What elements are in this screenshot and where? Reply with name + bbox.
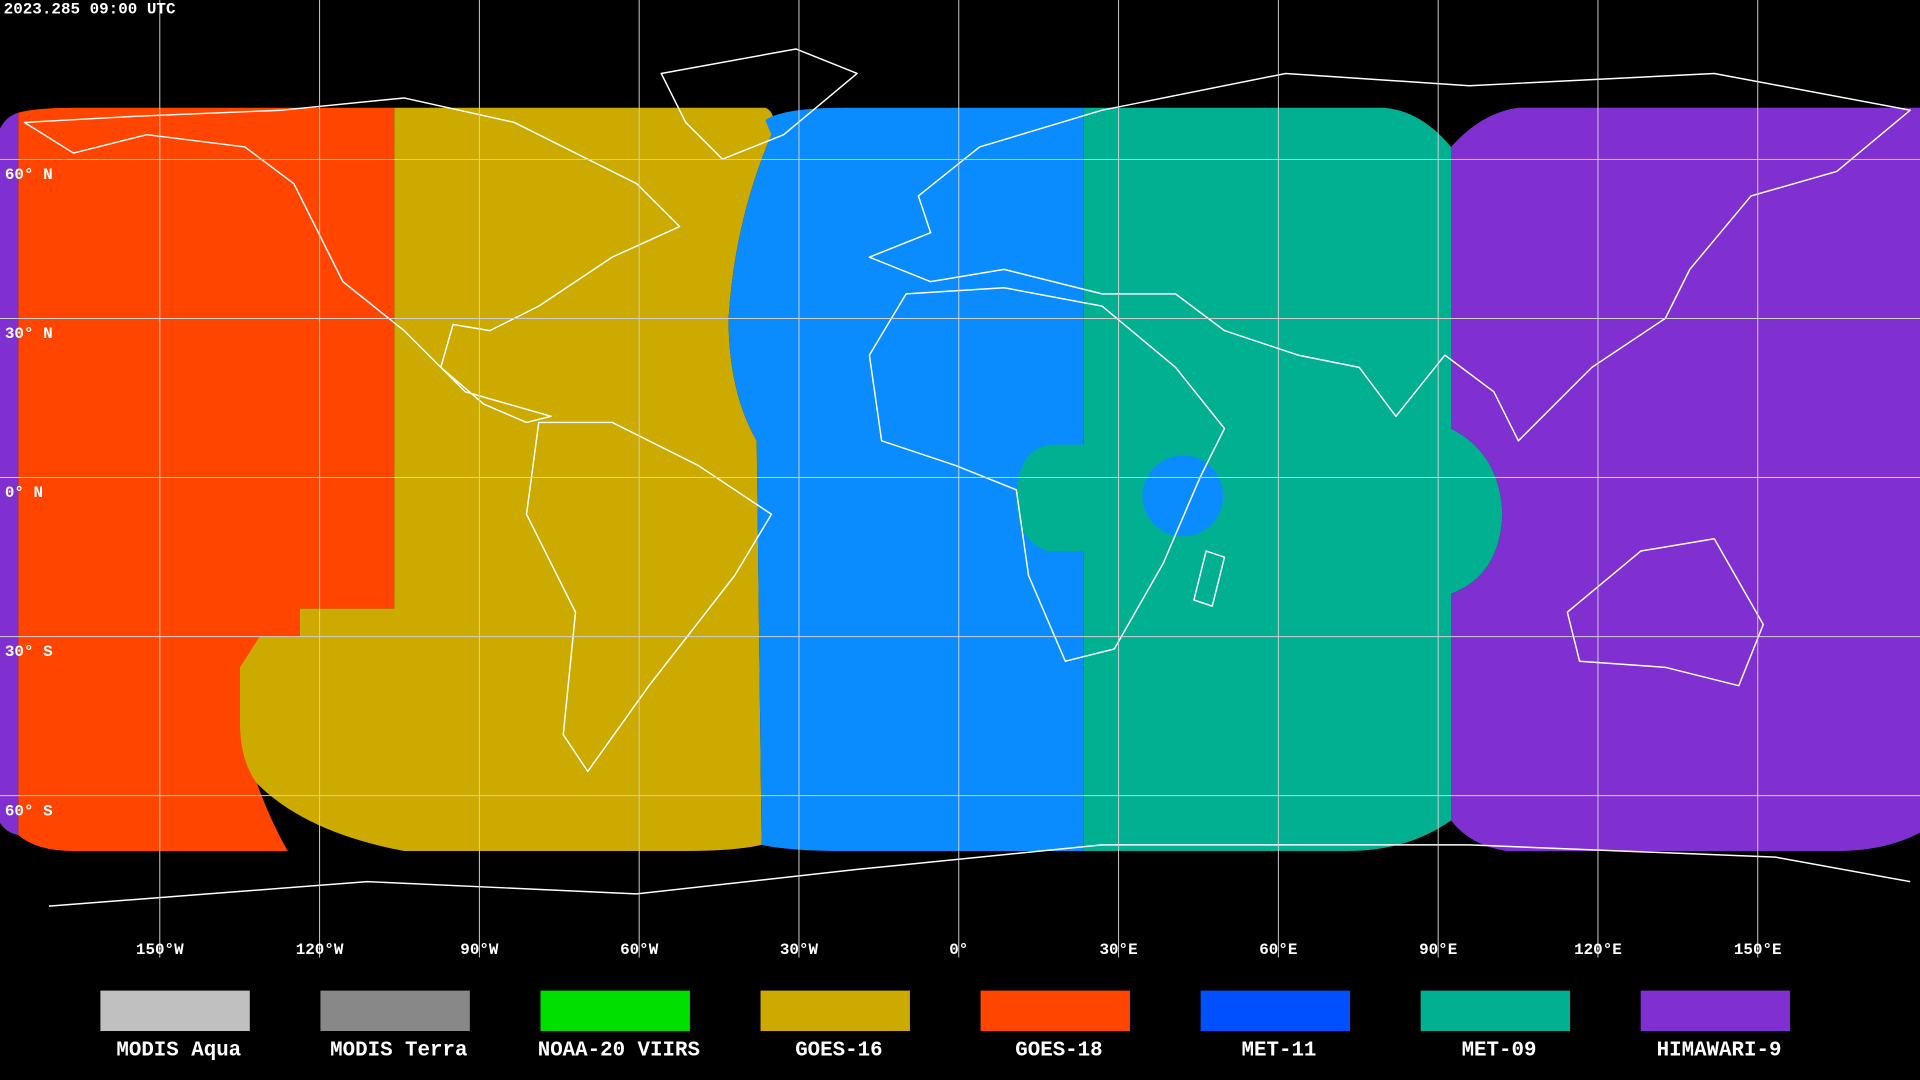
met11-region-east [1142, 455, 1224, 537]
legend-swatch [1420, 990, 1571, 1032]
lat-label: 30° N [5, 325, 53, 343]
met11-region [728, 107, 1084, 852]
coast-australia [1566, 538, 1764, 687]
himawari-region [1451, 107, 1920, 852]
lat-label: 60° N [5, 166, 53, 184]
legend-label: MET-09 [1462, 1040, 1537, 1063]
coast-eurasia [868, 72, 1911, 442]
met09-region [1016, 107, 1503, 852]
coast-north-america [23, 97, 681, 424]
legend-label: GOES-18 [1015, 1040, 1102, 1063]
legend-label: NOAA-20 VIIRS [538, 1040, 700, 1063]
lon-label: 30°E [1099, 941, 1137, 959]
goes16-region [239, 107, 774, 852]
legend: MODIS Aqua MODIS Terra NOAA-20 VIIRS GOES-1… [100, 990, 1791, 1063]
graticule: 60° N 30° N 0° N 30° S 60° S 150°W 120°W 90°W 60… [0, 0, 1920, 959]
lat-label: 60° S [5, 802, 53, 820]
coast-africa [868, 287, 1226, 662]
legend-swatch [100, 990, 250, 1032]
lon-label: 120°E [1574, 941, 1622, 959]
legend-label: MODIS Aqua [116, 1040, 241, 1063]
himawari-region-west [0, 112, 19, 836]
legend-swatch [1200, 990, 1350, 1032]
legend-swatch [760, 990, 910, 1032]
legend-label: GOES-16 [795, 1040, 882, 1063]
goes18-region [18, 107, 395, 852]
timestamp: 2023.285 09:00 UTC [4, 0, 176, 18]
lon-label: 0° [949, 941, 968, 959]
coastlines [23, 48, 1911, 907]
lon-label: 120°W [296, 941, 344, 959]
legend-swatch [320, 990, 470, 1032]
legend-label: MET-11 [1242, 1040, 1317, 1063]
coast-antarctica [48, 844, 1911, 907]
lat-label: 0° N [5, 484, 43, 502]
lon-label: 60°E [1259, 941, 1297, 959]
lon-label: 90°W [460, 941, 499, 959]
lon-label: 90°E [1419, 941, 1457, 959]
legend-label: MODIS Terra [330, 1040, 467, 1063]
coverage-regions [0, 107, 1920, 852]
coast-greenland [660, 48, 858, 160]
coast-madagascar [1193, 550, 1226, 607]
legend-swatch [1640, 990, 1791, 1032]
legend-swatch [540, 990, 690, 1032]
lon-label: 150°E [1734, 941, 1782, 959]
legend-swatch [980, 990, 1130, 1032]
legend-label: HIMAWARI-9 [1657, 1040, 1782, 1063]
lon-label: 60°W [620, 941, 659, 959]
lat-label: 30° S [5, 643, 53, 661]
lon-label: 30°W [780, 941, 819, 959]
coast-south-america [525, 421, 773, 773]
lon-label: 150°W [136, 941, 184, 959]
